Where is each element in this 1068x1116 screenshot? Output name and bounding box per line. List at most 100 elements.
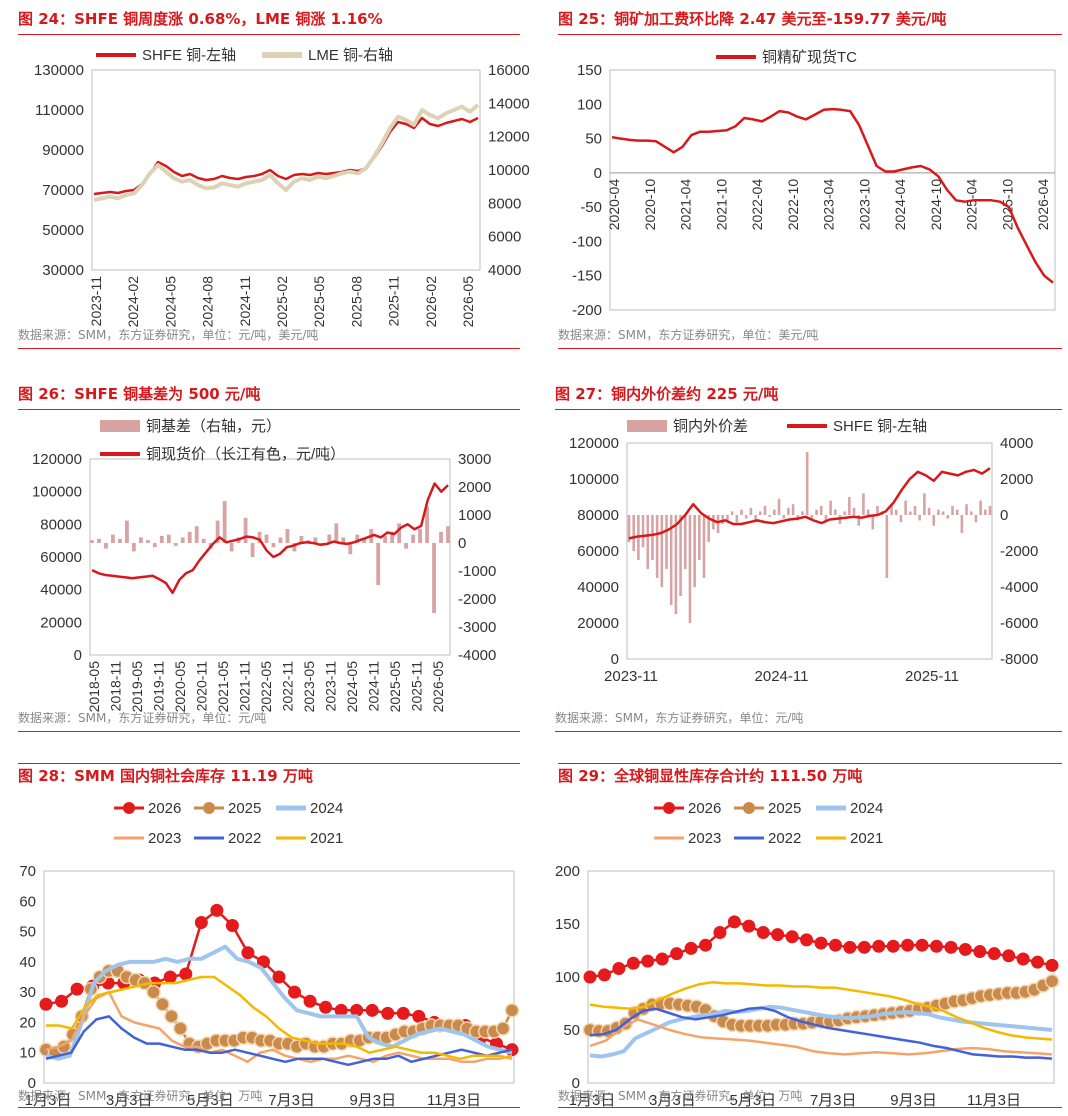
bar-0 xyxy=(97,538,101,543)
bar-0 xyxy=(250,543,255,557)
bar-0 xyxy=(439,531,443,543)
series-marker-0 xyxy=(727,915,741,929)
x-tick-label: 7月3日 xyxy=(810,1092,857,1109)
y-tick-label: 100000 xyxy=(569,471,619,488)
x-tick-label: 5月3日 xyxy=(187,1092,234,1109)
series-line-5 xyxy=(589,981,1053,1041)
bar-0 xyxy=(824,515,828,523)
bar-0 xyxy=(688,515,692,623)
x-tick-label: 2024-05 xyxy=(162,276,178,328)
bar-0 xyxy=(955,509,959,515)
series-marker-1 xyxy=(164,1009,179,1024)
y2-tick-label: -2000 xyxy=(1000,543,1038,560)
series-marker-0 xyxy=(857,940,871,954)
bar-0 xyxy=(754,515,757,521)
bar-0 xyxy=(397,523,402,543)
bar-0 xyxy=(243,517,248,543)
series-marker-0 xyxy=(987,947,1001,961)
x-tick-label: 2025-05 xyxy=(387,661,403,713)
legend-label: 铜内外价差 xyxy=(673,418,748,435)
y-tick-label: 80000 xyxy=(577,507,619,524)
series-marker-0 xyxy=(901,938,915,952)
x-tick-label: 2025-10 xyxy=(999,179,1015,231)
bar-0 xyxy=(383,536,388,543)
y2-tick-label: 16000 xyxy=(488,62,530,79)
y-tick-label: 120000 xyxy=(32,451,82,468)
series-marker-0 xyxy=(39,997,53,1011)
bar-0 xyxy=(763,506,767,515)
series-line-0 xyxy=(93,116,479,196)
y2-tick-label: -8000 xyxy=(1000,651,1038,668)
bar-0 xyxy=(641,515,645,548)
plot-frame xyxy=(89,458,451,656)
chart-global-visible-inventory: 0 50 100 150 200 1月3日 3月3日 5月3日 7月3日 9月3日 11月3日 202… xyxy=(555,800,1060,1109)
y-tick-label: 0 xyxy=(611,651,619,668)
bar-0 xyxy=(180,537,185,543)
series-marker-0 xyxy=(699,938,712,952)
y-tick-label: 120000 xyxy=(569,435,619,452)
bar-0 xyxy=(932,515,936,526)
panel-title: 图 26：SHFE 铜基差为 500 元/吨 xyxy=(18,385,261,403)
bar-0 xyxy=(674,515,678,614)
panel-title: 图 29：全球铜显性库存合计约 111.50 万吨 xyxy=(558,767,863,785)
bar-0 xyxy=(222,501,227,543)
series-marker-0 xyxy=(713,925,727,939)
bar-0 xyxy=(923,493,926,515)
bar-0 xyxy=(890,504,893,515)
bar-0 xyxy=(278,537,283,543)
bar-0 xyxy=(355,534,360,543)
bar-0 xyxy=(411,534,416,543)
bar-0 xyxy=(801,511,804,515)
y-tick-label: 200 xyxy=(555,863,580,880)
legend-label: 2022 xyxy=(768,830,801,847)
legend-label: 2023 xyxy=(148,830,181,847)
plot-frame xyxy=(609,69,1056,311)
series-marker-0 xyxy=(256,955,270,969)
series-marker-0 xyxy=(350,1003,364,1017)
plot-frame xyxy=(43,870,515,1084)
x-tick-label: 2024-02 xyxy=(125,276,141,328)
bar-0 xyxy=(264,534,269,543)
series-marker-0 xyxy=(930,939,943,953)
bar-0 xyxy=(726,515,729,521)
bar-0 xyxy=(871,515,875,530)
bar-0 xyxy=(215,520,220,543)
source-note: 数据来源：SMM，东方证券研究，单位：美元/吨 xyxy=(558,328,819,342)
series-marker-0 xyxy=(1045,958,1059,972)
title-rule xyxy=(18,34,520,35)
bar-0 xyxy=(909,511,912,515)
y2-tick-label: 2000 xyxy=(1000,471,1033,488)
y-tick-label: 150 xyxy=(577,62,602,79)
bar-0 xyxy=(376,543,381,585)
chart-shfe-lme-copper: 30000 50000 70000 90000 110000 130000 4000 6000… xyxy=(34,47,530,328)
series-line-0 xyxy=(611,107,1054,284)
y-tick-label: 80000 xyxy=(40,516,82,533)
series-marker-0 xyxy=(958,942,972,956)
bar-0 xyxy=(446,526,450,543)
bar-0 xyxy=(988,506,992,515)
bar-0 xyxy=(904,500,907,515)
y2-tick-label: 4000 xyxy=(488,262,521,279)
y-tick-label: 100 xyxy=(555,969,580,986)
bar-0 xyxy=(669,515,673,605)
series-line-5 xyxy=(46,975,513,1061)
series-marker-0 xyxy=(272,970,286,984)
bar-0 xyxy=(271,543,276,548)
y-tick-label: 130000 xyxy=(34,62,84,79)
y2-tick-label: 1000 xyxy=(458,507,491,524)
bar-0 xyxy=(334,523,339,543)
series-marker-0 xyxy=(756,925,770,939)
series-line-1 xyxy=(91,482,449,595)
legend-label: 2022 xyxy=(228,830,261,847)
series-marker-0 xyxy=(597,968,611,982)
bar-0 xyxy=(201,538,206,543)
series-marker-0 xyxy=(303,994,317,1008)
series-marker-0 xyxy=(785,930,799,944)
x-tick-label: 2025-11 xyxy=(409,661,425,712)
y2-tick-label: 12000 xyxy=(488,129,530,146)
y-tick-label: 60 xyxy=(19,893,36,910)
bar-0 xyxy=(885,515,889,578)
legend-label: SHFE 铜-左轴 xyxy=(833,418,927,435)
title-rule xyxy=(18,409,520,410)
bar-0 xyxy=(432,543,436,613)
